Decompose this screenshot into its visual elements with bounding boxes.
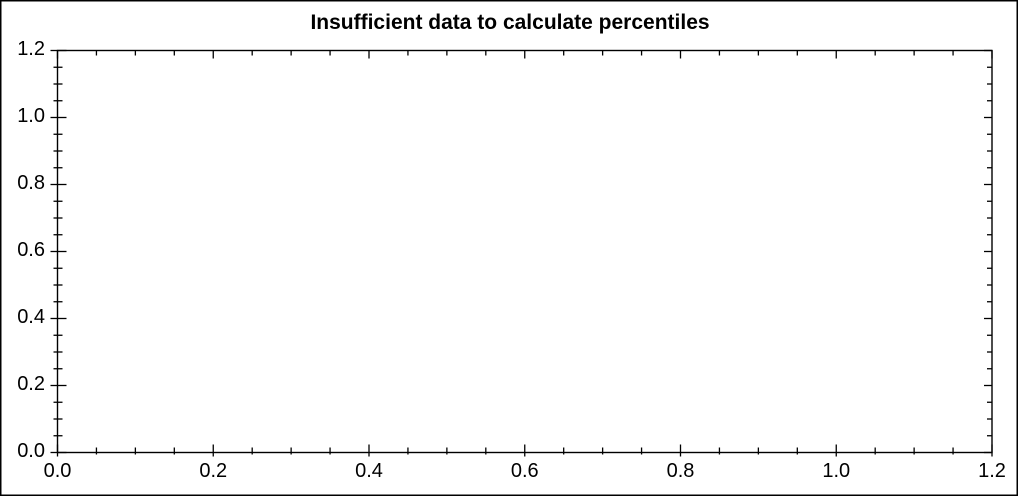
y-axis-tick-label: 0.8	[17, 172, 45, 194]
x-axis-tick-label: 0.0	[44, 460, 72, 482]
y-axis-tick-label: 0.6	[17, 239, 45, 261]
x-axis-tick-label: 0.2	[199, 460, 227, 482]
plot-box	[56, 49, 993, 454]
y-axis-tick-label: 0.2	[17, 373, 45, 395]
x-axis-tick-label: 1.2	[978, 460, 1006, 482]
x-axis-tick-label: 1.0	[822, 460, 850, 482]
x-axis-tick-label: 0.6	[511, 460, 539, 482]
y-axis-tick-label: 1.0	[17, 105, 45, 127]
y-axis-tick-label: 0.0	[17, 440, 45, 462]
y-axis-tick-label: 1.2	[17, 38, 45, 60]
x-axis-tick-label: 0.4	[355, 460, 383, 482]
x-axis-tick-label: 0.8	[667, 460, 695, 482]
y-axis-tick-label: 0.4	[17, 306, 45, 328]
chart-title: Insufficient data to calculate percentil…	[310, 11, 710, 34]
